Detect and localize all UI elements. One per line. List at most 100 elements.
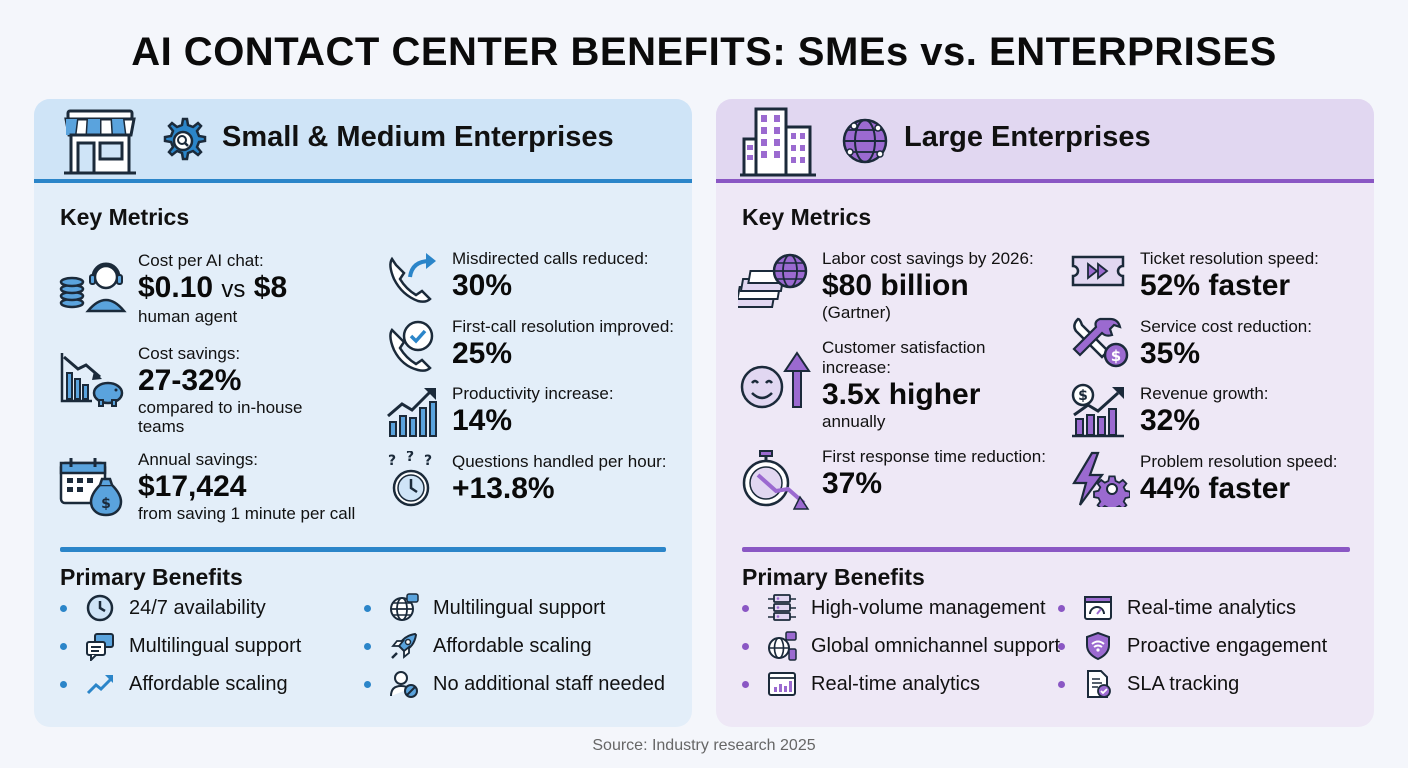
ent-metric-ticket-resolution: Ticket resolution speed: 52% faster: [1140, 249, 1319, 303]
metric-value: 25%: [452, 337, 513, 370]
ent-benefit-analytics-2: Real-time analytics: [1058, 593, 1296, 623]
metric-label: Labor cost savings by 2026:: [822, 249, 1034, 268]
sme-benefit-no-staff: No additional staff needed: [364, 669, 665, 699]
sme-header: Small & Medium Enterprises: [34, 99, 692, 183]
metric-value: 14%: [452, 404, 513, 437]
metric-value: $0.10 vs $8: [138, 271, 288, 304]
enterprise-panel: Large Enterprises Key Metrics Labor cost…: [716, 99, 1374, 727]
user-blocked-icon: [390, 671, 418, 698]
ent-metric-problem-resolution: Problem resolution speed: 44% faster: [1140, 452, 1338, 506]
rocket-icon: [391, 632, 418, 659]
lightning-gear-icon: [1070, 451, 1130, 507]
clock-icon: [86, 594, 114, 622]
metric-value: +13.8%: [452, 472, 555, 505]
shield-wifi-icon: [1086, 631, 1110, 661]
sme-metric-productivity: Productivity increase: 14%: [452, 384, 614, 438]
bullet-dot: [60, 680, 67, 688]
globe-chat-icon: [390, 593, 419, 621]
metric-value: 27-32%: [138, 364, 242, 397]
benefit-label: 24/7 availability: [129, 596, 266, 619]
sme-panel: Small & Medium Enterprises Key Metrics C…: [34, 99, 692, 727]
office-building-icon: [740, 105, 816, 179]
metric-value: $17,424: [138, 470, 247, 503]
globe-devices-icon: [768, 631, 797, 661]
bullet-dot: [742, 604, 749, 612]
ent-benefit-proactive: Proactive engagement: [1058, 631, 1327, 661]
sme-divider: [60, 547, 666, 552]
metric-label: Misdirected calls reduced:: [452, 249, 649, 268]
stopwatch-down-icon: [738, 449, 812, 511]
benefit-label: High-volume management: [811, 596, 1046, 619]
ent-metric-service-cost: Service cost reduction: 35%: [1140, 317, 1312, 371]
svg-text:?: ?: [406, 451, 414, 465]
metric-label: Ticket resolution speed:: [1140, 249, 1319, 268]
enterprise-header: Large Enterprises: [716, 99, 1374, 183]
benefit-label: Multilingual support: [433, 596, 606, 619]
bullet-dot: [364, 642, 371, 650]
metric-note: annually: [822, 412, 886, 431]
coins-headset-icon: [58, 255, 128, 315]
metric-note: (Gartner): [822, 303, 891, 322]
metric-value: 35%: [1140, 337, 1201, 370]
metric-label: Cost savings:: [138, 344, 241, 363]
bullet-dot: [1058, 680, 1065, 688]
ent-metric-first-response: First response time reduction: 37%: [822, 447, 1046, 501]
money-globe-icon: [738, 251, 812, 321]
trend-up-icon: [86, 675, 114, 695]
benefit-label: Global omnichannel support: [811, 634, 1061, 657]
metric-label: Problem resolution speed:: [1140, 452, 1338, 471]
metric-label: First response time reduction:: [822, 447, 1046, 466]
dashboard-chart-icon: [768, 672, 796, 696]
metric-label: Questions handled per hour:: [452, 452, 667, 471]
ent-benefit-analytics: Real-time analytics: [742, 669, 980, 699]
ent-benefit-omnichannel: Global omnichannel support: [742, 631, 1060, 661]
ent-metric-customer-satisfaction: Customer satisfaction increase: 3.5x hig…: [822, 338, 1012, 431]
ent-benefit-sla: SLA tracking: [1058, 669, 1239, 699]
metric-value: $80 billion: [822, 269, 969, 302]
sme-benefit-multilingual-2: Multilingual support: [364, 593, 605, 623]
metric-label: Customer satisfaction increase:: [822, 338, 986, 377]
sme-metric-cost-per-chat: Cost per AI chat: $0.10 vs $8 human agen…: [138, 251, 287, 326]
metric-note: human agent: [138, 307, 238, 326]
globe-network-icon: [840, 116, 890, 166]
source-note: Source: Industry research 2025: [592, 737, 816, 754]
metric-label: First-call resolution improved:: [452, 317, 675, 336]
metric-label: Revenue growth:: [1140, 384, 1269, 403]
metric-label: Service cost reduction:: [1140, 317, 1312, 336]
sme-primary-benefits-title: Primary Benefits: [60, 564, 243, 590]
sme-benefit-availability: 24/7 availability: [60, 593, 266, 623]
metric-value: 3.5x higher: [822, 378, 981, 411]
clock-questions-icon: ? ? ?: [384, 451, 440, 509]
ent-metric-revenue-growth: Revenue growth: 32%: [1140, 384, 1269, 438]
benefit-label: Affordable scaling: [129, 672, 288, 695]
storefront-icon: [60, 109, 140, 177]
server-network-icon: [768, 594, 796, 621]
benefit-label: Real-time analytics: [1127, 596, 1296, 619]
benefit-label: Real-time analytics: [811, 672, 980, 695]
metric-value: 32%: [1140, 404, 1201, 437]
sme-key-metrics-title: Key Metrics: [60, 204, 190, 230]
chat-bubbles-icon: [86, 633, 114, 661]
phone-check-icon: [384, 316, 440, 372]
metric-label: Productivity increase:: [452, 384, 614, 403]
sme-metric-first-call-resolution: First-call resolution improved: 25%: [452, 317, 674, 371]
bullet-dot: [60, 642, 67, 650]
benefit-label: Proactive engagement: [1127, 634, 1328, 657]
dollar-growth-chart-icon: $: [1070, 383, 1128, 439]
ent-primary-benefits-title: Primary Benefits: [742, 564, 925, 590]
sme-metric-questions-per-hour: Questions handled per hour: +13.8%: [452, 452, 667, 506]
declining-chart-piggybank-icon: [58, 349, 128, 409]
svg-text:$: $: [1111, 347, 1121, 365]
bullet-dot: [1058, 604, 1065, 612]
metric-note: compared to in-house teams: [138, 398, 303, 436]
bullet-dot: [742, 642, 749, 650]
sme-heading: Small & Medium Enterprises: [222, 121, 614, 153]
sme-benefit-multilingual: Multilingual support: [60, 631, 301, 661]
document-check-icon: [1087, 670, 1111, 698]
bullet-dot: [1058, 642, 1065, 650]
page-title: AI CONTACT CENTER BENEFITS: SMEs vs. ENT…: [131, 30, 1277, 74]
metric-label: Cost per AI chat:: [138, 251, 264, 270]
ent-benefit-high-volume: High-volume management: [742, 593, 1046, 623]
metric-note: from saving 1 minute per call: [138, 504, 356, 523]
bullet-dot: [364, 604, 371, 612]
